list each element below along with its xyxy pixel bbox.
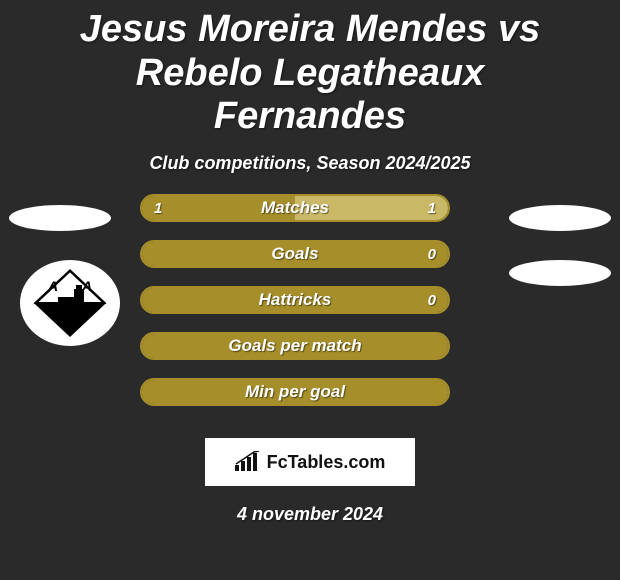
stat-bar: Matches1 1 (140, 194, 450, 222)
footer-brand-logo: FcTables.com (205, 438, 415, 486)
bars-container: Matches11Goals0Hattricks0Goals per match… (140, 194, 450, 424)
stat-bar: Hattricks0 (140, 286, 450, 314)
player-right-badge-1 (509, 205, 611, 231)
bar-value-left: 1 (154, 196, 162, 220)
footer-brand-text: FcTables.com (267, 452, 386, 473)
bar-value-right: 1 (428, 196, 436, 220)
club-crest-icon: A A (30, 267, 110, 339)
stat-bar: Goals0 (140, 240, 450, 268)
svg-text:A: A (81, 278, 92, 294)
page-title: Jesus Moreira Mendes vs Rebelo Legatheau… (0, 0, 620, 139)
comparison-chart: A A Matches11Goals0Hattricks0Goals per m… (0, 208, 620, 428)
bar-label: Matches (142, 196, 448, 220)
bar-label: Min per goal (142, 380, 448, 404)
bar-chart-icon (235, 451, 261, 473)
stat-bar: Min per goal (140, 378, 450, 406)
date-label: 4 november 2024 (0, 504, 620, 525)
svg-text:A: A (47, 278, 58, 294)
bar-label: Goals (142, 242, 448, 266)
stat-bar: Goals per match (140, 332, 450, 360)
player-right-badge-2 (509, 260, 611, 286)
bar-label: Goals per match (142, 334, 448, 358)
subtitle: Club competitions, Season 2024/2025 (0, 153, 620, 174)
player-left-badge-1 (9, 205, 111, 231)
bar-label: Hattricks (142, 288, 448, 312)
player-left-club-crest: A A (20, 260, 120, 346)
bar-value-right: 0 (428, 288, 436, 312)
bar-value-right: 0 (428, 242, 436, 266)
